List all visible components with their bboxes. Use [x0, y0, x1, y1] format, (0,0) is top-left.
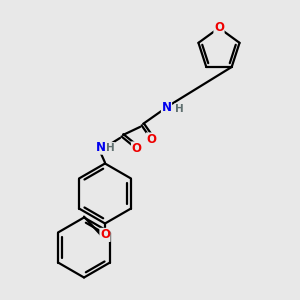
Text: O: O [131, 142, 142, 155]
Text: H: H [106, 142, 115, 153]
Text: O: O [100, 228, 110, 242]
Text: H: H [175, 104, 184, 114]
Text: O: O [214, 21, 224, 34]
Text: O: O [146, 133, 157, 146]
Text: N: N [161, 101, 172, 114]
Text: N: N [95, 141, 106, 154]
